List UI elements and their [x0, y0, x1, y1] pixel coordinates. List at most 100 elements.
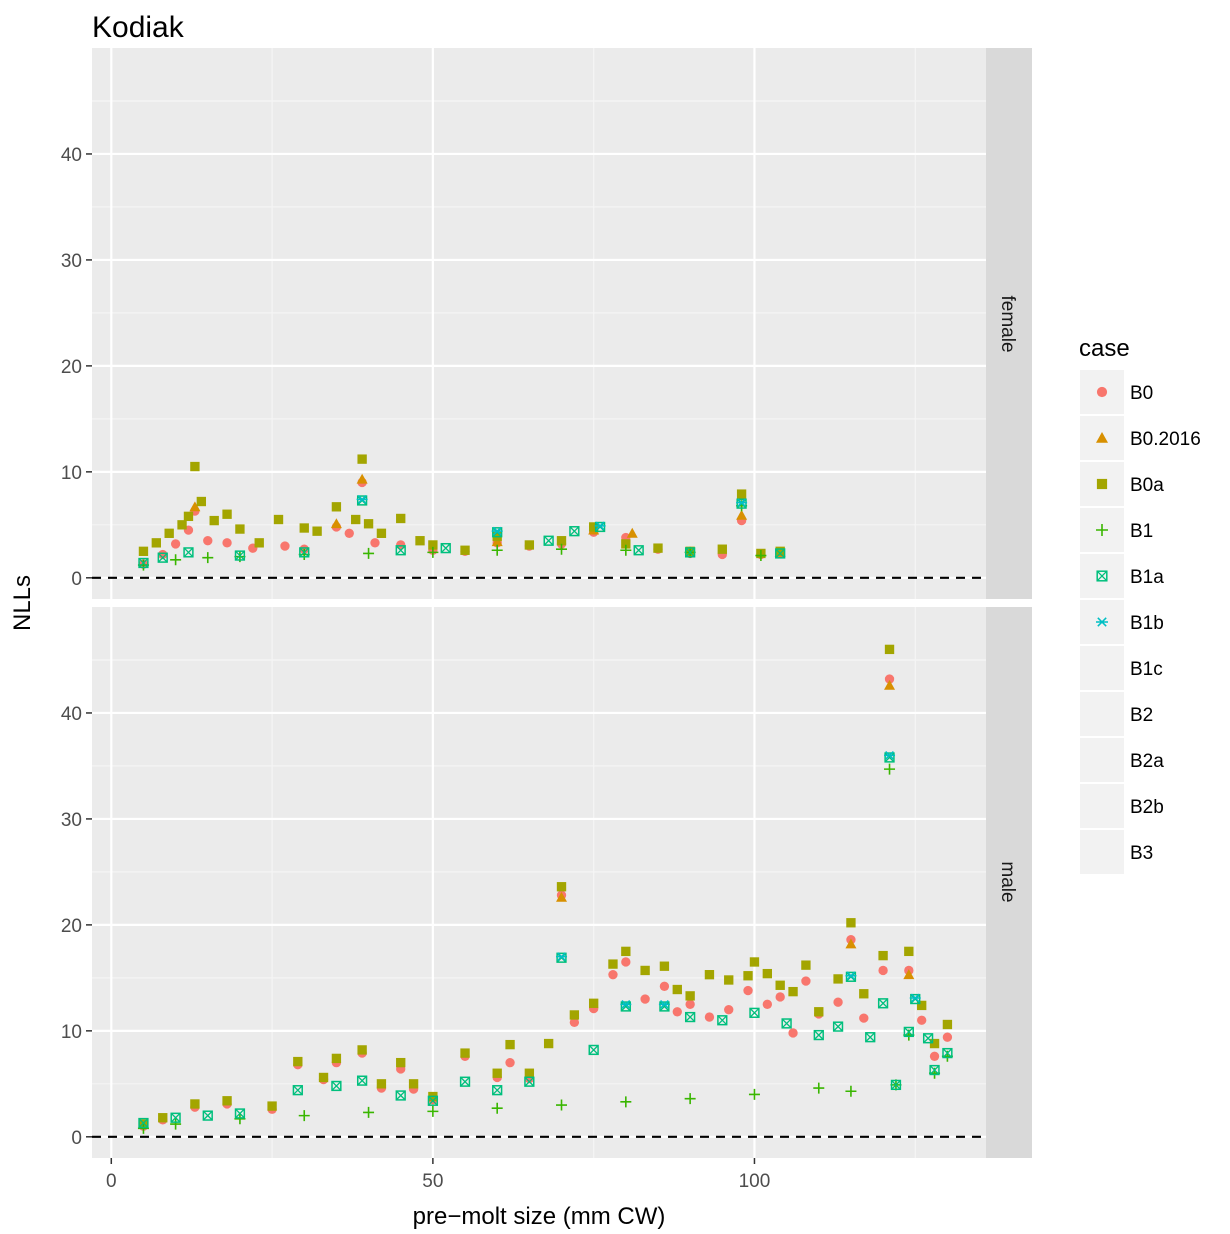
- point-B0a: [556, 536, 567, 546]
- point-B0a: [318, 1072, 329, 1083]
- point-B0: [833, 997, 843, 1007]
- panel-female-grid: [92, 48, 986, 599]
- point-B1a: [929, 1064, 940, 1076]
- point-B0a: [588, 998, 599, 1008]
- legend-key: [1080, 738, 1124, 782]
- strip-male: [986, 607, 1032, 1158]
- legend-label: B0.2016: [1130, 429, 1201, 450]
- point-B0a: [775, 980, 785, 990]
- legend-symbol-B1a: [1096, 570, 1108, 582]
- point-B0a: [164, 528, 174, 538]
- point-B0a: [351, 514, 361, 525]
- point-B1a: [749, 1007, 760, 1018]
- panel-male: male: [92, 607, 1032, 1158]
- point-B0: [640, 994, 650, 1004]
- point-B0a: [775, 546, 785, 556]
- point-B0a: [151, 538, 161, 548]
- point-B1b: [620, 999, 632, 1009]
- point-B0a: [672, 984, 682, 995]
- point-B1: [491, 1102, 503, 1114]
- point-B0a: [685, 991, 695, 1001]
- point-B1a: [202, 1110, 213, 1121]
- point-B1a: [903, 1026, 914, 1038]
- legend-label: B1b: [1130, 613, 1164, 634]
- legend: case B0 B0.2016 B0a B1 B1a B1b B1c B2 B2a B2b B3: [1079, 335, 1201, 874]
- point-B0a: [743, 971, 753, 981]
- point-B1: [363, 1106, 375, 1118]
- point-B0a: [814, 1007, 824, 1017]
- point-B1: [234, 1113, 246, 1125]
- point-B1a: [775, 548, 786, 559]
- point-B1: [884, 763, 896, 775]
- point-B1: [491, 544, 503, 556]
- legend-label: B0: [1130, 383, 1153, 404]
- point-B1: [845, 1085, 857, 1097]
- y-tick-label: 40: [61, 704, 82, 725]
- point-B1: [748, 1088, 760, 1100]
- legend-label: B1c: [1130, 659, 1163, 680]
- point-B1a: [292, 1085, 303, 1096]
- point-B1a: [138, 1117, 149, 1129]
- point-B0a: [846, 918, 856, 928]
- point-B0a: [640, 965, 650, 976]
- legend-symbol-B0a: [1096, 478, 1108, 490]
- point-B0a: [177, 520, 187, 530]
- y-tick-label: 40: [61, 145, 82, 166]
- point-B1a: [633, 545, 644, 556]
- point-B0: [942, 1032, 953, 1042]
- point-B0a: [724, 975, 734, 985]
- legend-item-B1c: B1c: [1080, 646, 1163, 690]
- point-B1a: [813, 1029, 824, 1041]
- legend-label: B2a: [1130, 751, 1164, 772]
- legend-key: [1080, 692, 1124, 736]
- point-B0a: [524, 1068, 535, 1078]
- point-B0.2016: [884, 679, 896, 690]
- point-B0a: [749, 957, 760, 967]
- legend-label: B1a: [1130, 567, 1164, 588]
- legend-title: case: [1079, 335, 1130, 362]
- point-B0a: [158, 1113, 168, 1123]
- point-B0a: [859, 989, 869, 999]
- legend-item-B2b: B2b: [1080, 784, 1164, 828]
- point-B0: [222, 538, 232, 548]
- point-B0.2016: [556, 891, 568, 902]
- point-B0: [859, 1013, 869, 1023]
- x-tick-label: 0: [106, 1171, 117, 1192]
- point-B0a: [363, 519, 374, 529]
- legend-symbol-B0: [1096, 386, 1108, 398]
- legend-label: B2b: [1130, 797, 1164, 818]
- point-B1a: [781, 1018, 792, 1029]
- point-B0a: [736, 489, 747, 499]
- series-B1b: [356, 495, 748, 536]
- legend-item-B2a: B2a: [1080, 738, 1164, 782]
- point-B1a: [299, 547, 310, 558]
- point-B0: [788, 1028, 798, 1038]
- point-B1b: [845, 971, 857, 981]
- point-B1: [427, 1105, 439, 1117]
- point-B1a: [684, 1011, 696, 1023]
- point-B0a: [717, 544, 727, 554]
- series-B1b: [556, 750, 921, 1009]
- legend-item-B1a: B1a: [1080, 554, 1164, 598]
- point-B0: [775, 992, 785, 1002]
- point-B0a: [460, 1048, 470, 1058]
- point-B0a: [788, 986, 798, 997]
- point-B1a: [877, 998, 889, 1009]
- point-B0: [158, 549, 168, 560]
- point-B0: [344, 528, 354, 538]
- y-tick-label: 10: [61, 1022, 82, 1043]
- point-B1: [137, 1122, 149, 1134]
- point-B0.2016: [845, 938, 857, 949]
- point-B0a: [196, 496, 207, 507]
- point-B0a: [505, 1039, 515, 1050]
- point-B1b: [736, 498, 748, 507]
- point-B0a: [492, 1068, 502, 1078]
- point-B0a: [222, 509, 232, 519]
- point-B0a: [833, 974, 843, 984]
- panel-male-background: [92, 607, 986, 1158]
- point-B0.2016: [189, 501, 201, 512]
- point-B0a: [608, 959, 618, 969]
- point-B0a: [524, 540, 535, 550]
- point-B0a: [183, 511, 194, 522]
